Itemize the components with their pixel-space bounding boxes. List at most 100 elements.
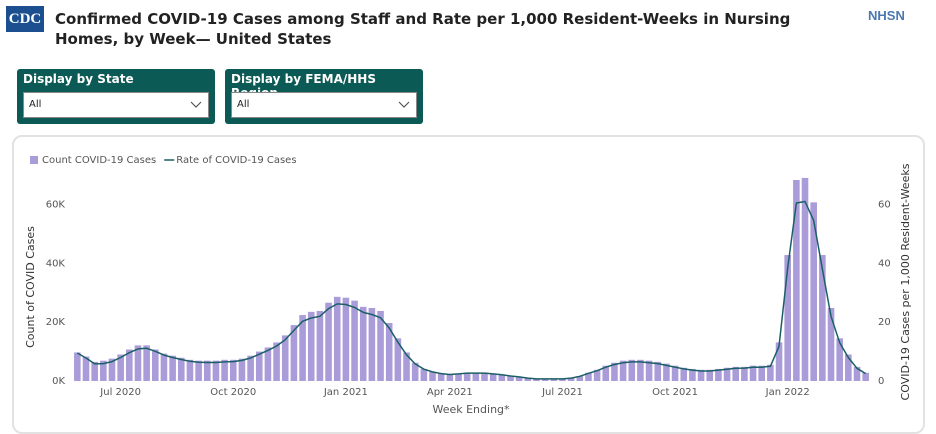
y-tick-label: 60K: [46, 199, 66, 210]
bar: [169, 355, 176, 381]
chart-card: [12, 135, 925, 434]
bar: [715, 368, 722, 381]
bar: [758, 365, 766, 381]
page-title: Confirmed COVID-19 Cases among Staff and…: [55, 10, 791, 48]
bar: [273, 342, 280, 381]
bar: [793, 180, 800, 381]
legend-swatch: [30, 156, 38, 164]
bar: [212, 360, 220, 381]
bar: [195, 360, 202, 381]
bar: [186, 359, 194, 381]
bar: [100, 360, 107, 381]
bar: [229, 359, 237, 381]
bar: [117, 354, 124, 381]
bar: [515, 376, 523, 381]
bar: [377, 310, 384, 381]
bar: [255, 351, 263, 381]
bar: [602, 365, 610, 381]
x-tick-label: Jul 2020: [99, 387, 141, 398]
bar: [333, 296, 341, 381]
line: [76, 200, 867, 380]
bar: [177, 357, 185, 381]
bar: [368, 308, 376, 381]
bar: [654, 361, 662, 381]
bar: [706, 369, 714, 381]
bar: [74, 352, 81, 381]
bar: [628, 359, 636, 381]
bar: [82, 356, 90, 381]
dropdown[interactable]: All: [23, 92, 209, 118]
y-tick-label: 40K: [46, 258, 66, 269]
bar: [732, 366, 740, 381]
bar: [489, 373, 497, 381]
bar: [108, 358, 116, 381]
bar: [853, 366, 861, 381]
bar: [143, 345, 150, 381]
bar: [437, 373, 445, 381]
bar: [680, 367, 688, 381]
bar: [126, 349, 133, 381]
chevron: [398, 101, 410, 108]
bar: [316, 310, 324, 381]
y2-tick-label: 40: [878, 258, 891, 269]
x-axis-title: Week Ending*: [432, 403, 510, 416]
bar: [784, 255, 791, 381]
bar: [342, 297, 350, 381]
bar: [775, 342, 783, 381]
bar: [507, 375, 514, 381]
bar: [567, 378, 575, 381]
bar: [524, 378, 532, 381]
bar: [463, 372, 471, 381]
bar: [446, 374, 454, 381]
bar: [325, 302, 332, 381]
bar: [160, 353, 168, 381]
y2-tick-label: 60: [878, 199, 891, 210]
dropdown-value: All: [237, 99, 250, 110]
bar: [281, 335, 289, 381]
bar: [299, 315, 306, 381]
x-tick-label: Oct 2021: [652, 387, 698, 398]
bar: [689, 368, 696, 381]
y2-tick-label: 20: [878, 317, 891, 328]
y2-axis-title: COVID-19 Cases per 1,000 Resident-Weeks: [899, 163, 912, 400]
bar: [741, 366, 748, 381]
y-axis-title: Count of COVID Cases: [24, 226, 37, 348]
bar: [385, 323, 393, 381]
bar: [455, 373, 462, 381]
cdc-logo[interactable]: CDC: [6, 6, 44, 32]
nhsn-logo[interactable]: NHSN: [868, 8, 905, 23]
y-tick-label: 0K: [52, 376, 65, 387]
bar: [810, 202, 817, 381]
bar: [749, 365, 757, 381]
bar: [593, 369, 601, 381]
bar: [264, 347, 272, 381]
bar: [472, 372, 480, 381]
bar: [411, 362, 419, 381]
bar: [550, 378, 558, 381]
dropdown-value: All: [29, 99, 42, 110]
bar: [498, 374, 506, 381]
bar: [359, 306, 367, 381]
x-tick-label: Apr 2021: [427, 387, 473, 398]
bar: [862, 372, 869, 381]
bar: [671, 365, 679, 381]
bar: [533, 378, 540, 381]
bar: [351, 300, 358, 381]
x-tick-label: Jan 2021: [323, 387, 368, 398]
bar: [827, 308, 835, 381]
bar: [845, 354, 852, 381]
bar: [585, 372, 592, 381]
bar: [576, 375, 584, 381]
bar: [541, 378, 549, 381]
state-filter: Display by State All: [17, 69, 215, 124]
bar: [801, 177, 809, 381]
bar: [221, 359, 228, 381]
dropdown[interactable]: All: [231, 92, 417, 118]
bar: [238, 358, 246, 381]
bar: [91, 361, 98, 381]
bar: [203, 360, 211, 381]
bar: [767, 364, 774, 381]
bar: [403, 352, 410, 381]
